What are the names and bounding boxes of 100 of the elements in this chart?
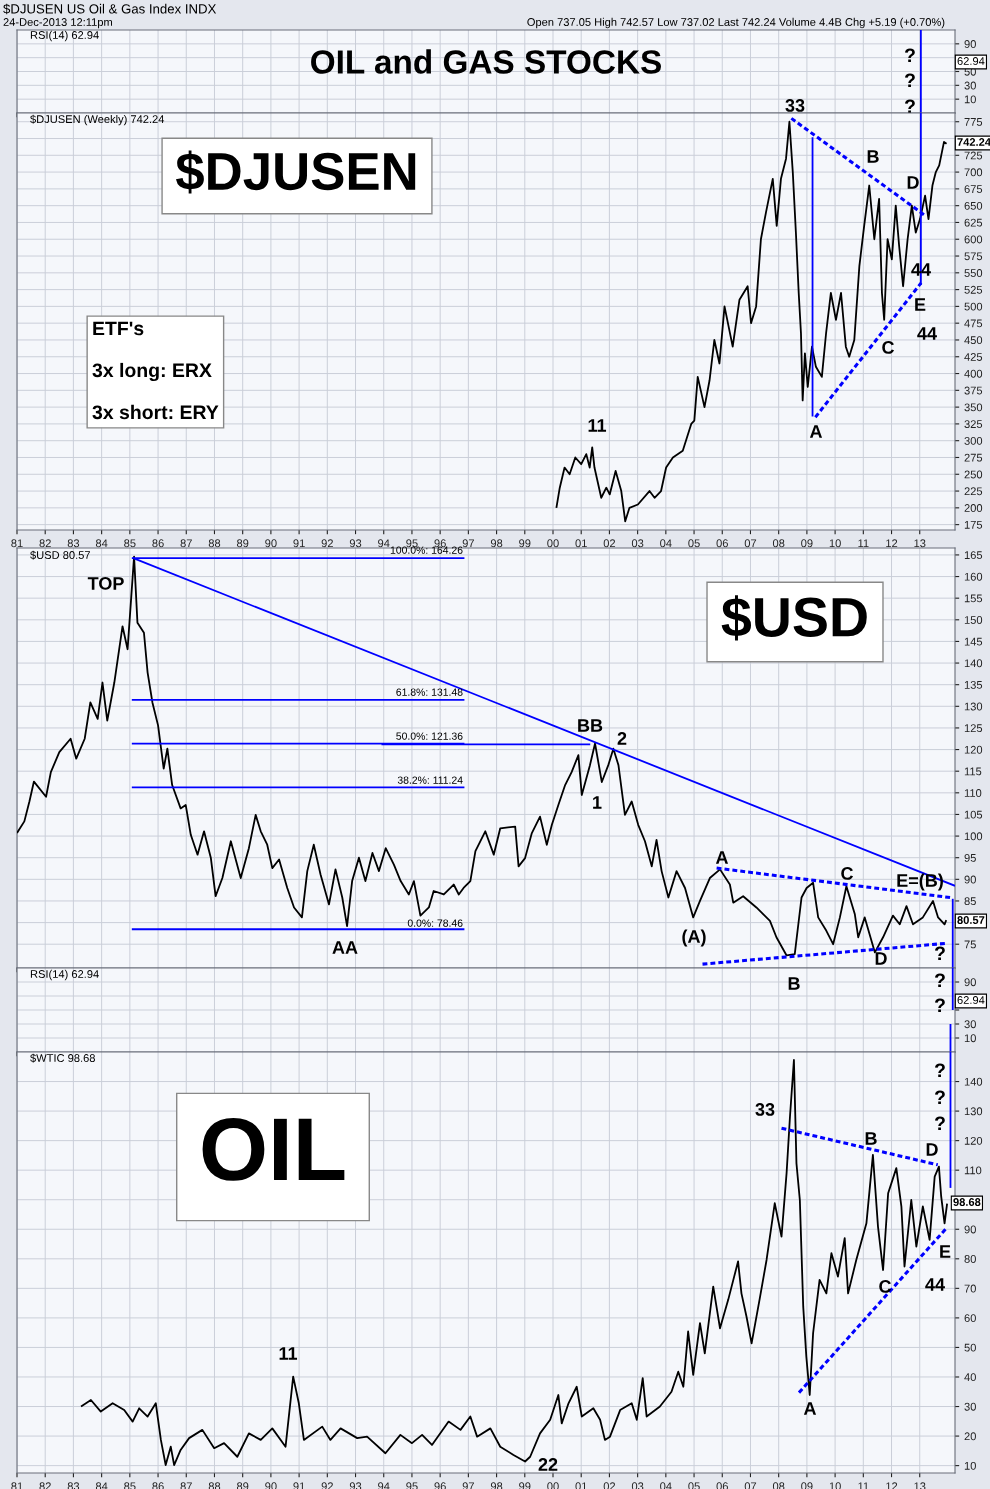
- y-tick-label: 400: [964, 369, 983, 378]
- annotation: ?: [934, 1090, 945, 1105]
- annotation: BB: [578, 719, 603, 732]
- annotation: ?: [934, 973, 945, 988]
- y-tick-label: 90: [964, 875, 976, 884]
- x-tick-label: 94: [378, 539, 390, 548]
- y-tick-label: 85: [964, 897, 976, 906]
- annotation: 38.2%: 111.24: [397, 776, 463, 784]
- annotation: $WTIC 98.68: [30, 1053, 95, 1063]
- annotation: E=(B): [897, 873, 943, 891]
- annotation: (A): [682, 929, 706, 947]
- y-tick-label: 375: [964, 386, 983, 395]
- y-tick-label: 425: [964, 353, 983, 361]
- annotation: D: [875, 952, 887, 965]
- y-tick-label: 475: [964, 319, 983, 328]
- y-tick-label: 325: [964, 420, 983, 429]
- x-tick-label: 84: [95, 539, 108, 548]
- y-tick-label: 250: [964, 470, 983, 479]
- y-tick-label: 30: [964, 1402, 976, 1411]
- annotation: ?: [904, 99, 915, 114]
- y-tick-label: 145: [964, 637, 983, 646]
- annotation: $DJUSEN (Weekly) 742.24: [30, 114, 165, 126]
- text: 742.24: [957, 138, 990, 146]
- annotation: 61.8%: 131.48: [396, 688, 463, 696]
- x-tick-label: 12: [886, 539, 898, 548]
- annotation: C: [882, 341, 895, 354]
- annotation: ?: [934, 1116, 945, 1131]
- x-tick-label: 09: [801, 539, 813, 548]
- y-tick-label: 10: [964, 1034, 976, 1043]
- y-tick-label: 200: [964, 504, 983, 512]
- x-tick-label: 01: [575, 539, 587, 548]
- x-tick-label: 98: [490, 539, 503, 548]
- y-tick-label: 50: [964, 1343, 976, 1352]
- annotation: AA: [332, 941, 358, 954]
- x-tick-label: 95: [406, 539, 418, 548]
- annotation: 33: [755, 1103, 775, 1116]
- y-tick-label: 225: [964, 487, 983, 496]
- x-tick-label: 08: [772, 539, 785, 548]
- y-tick-label: 140: [964, 1077, 983, 1086]
- y-tick-label: 30: [964, 81, 976, 90]
- y-tick-label: 450: [964, 336, 983, 345]
- annotation: A: [715, 851, 729, 864]
- x-tick-label: 85: [124, 539, 136, 548]
- text: $DJUSEN US Oil & Gas Index INDX: [3, 3, 217, 15]
- y-tick-label: 130: [964, 702, 983, 711]
- annotation: TOP: [87, 577, 124, 590]
- x-tick-label: 81: [11, 539, 23, 548]
- x-tick-label: 03: [631, 539, 644, 548]
- x-tick-label: 83: [67, 539, 80, 548]
- annotation: 98.68: [953, 1198, 981, 1206]
- x-tick-label: 89: [236, 539, 249, 548]
- y-tick-label: 300: [964, 436, 983, 445]
- annotation: C: [841, 867, 854, 880]
- y-tick-label: 140: [964, 659, 983, 668]
- annotation: D: [926, 1143, 938, 1156]
- x-tick-label: 90: [265, 539, 277, 548]
- y-tick-label: 115: [964, 767, 982, 776]
- y-tick-label: 90: [964, 1225, 976, 1234]
- x-tick-label: 06: [716, 539, 728, 548]
- y-tick-label: 135: [964, 680, 983, 689]
- y-tick-label: 105: [964, 810, 983, 819]
- annotation: 11: [279, 1347, 298, 1360]
- y-tick-label: 575: [964, 252, 983, 261]
- annotation: B: [867, 150, 879, 163]
- x-tick-label: 91: [293, 539, 305, 548]
- y-tick-label: 120: [964, 745, 983, 754]
- annotation: RSI(14) 62.94: [30, 30, 99, 42]
- x-tick-label: 10: [829, 539, 841, 548]
- annotation: $DJUSEN: [175, 150, 416, 194]
- annotation: ?: [934, 1063, 945, 1078]
- y-tick-label: 95: [964, 853, 976, 862]
- x-tick-label: 93: [349, 539, 362, 548]
- annotation: D: [907, 176, 919, 189]
- y-tick-label: 110: [964, 1166, 982, 1175]
- x-tick-label: 88: [208, 539, 221, 548]
- y-tick-label: 75: [964, 940, 976, 949]
- annotation: 50.0%: 121.36: [396, 732, 463, 740]
- x-tick-label: 13: [914, 539, 926, 548]
- x-tick-label: 82: [39, 539, 51, 548]
- annotation: 100.0%: 164.26: [390, 546, 463, 554]
- y-tick-label: 165: [964, 551, 983, 560]
- annotation: ?: [904, 73, 915, 88]
- x-tick-label: 97: [462, 539, 474, 548]
- annotation: B: [865, 1132, 877, 1145]
- x-tick-label: 86: [152, 539, 164, 548]
- annotation: C: [879, 1280, 892, 1293]
- x-tick-label: 96: [434, 539, 446, 548]
- y-tick-label: 525: [964, 285, 983, 294]
- chart-title: OIL and GAS STOCKS: [311, 49, 661, 74]
- y-tick-label: 600: [964, 235, 983, 244]
- y-tick-label: 40: [964, 1373, 976, 1382]
- x-tick-label: 99: [519, 539, 531, 548]
- annotation: 11: [588, 419, 607, 432]
- text: 62.94: [957, 57, 985, 65]
- y-tick-label: 650: [964, 201, 983, 210]
- y-tick-label: 625: [964, 218, 983, 227]
- text: 80.57: [957, 916, 985, 924]
- x-tick-label: 04: [660, 539, 672, 548]
- y-tick-label: 130: [964, 1107, 983, 1116]
- y-tick-label: 700: [964, 168, 983, 177]
